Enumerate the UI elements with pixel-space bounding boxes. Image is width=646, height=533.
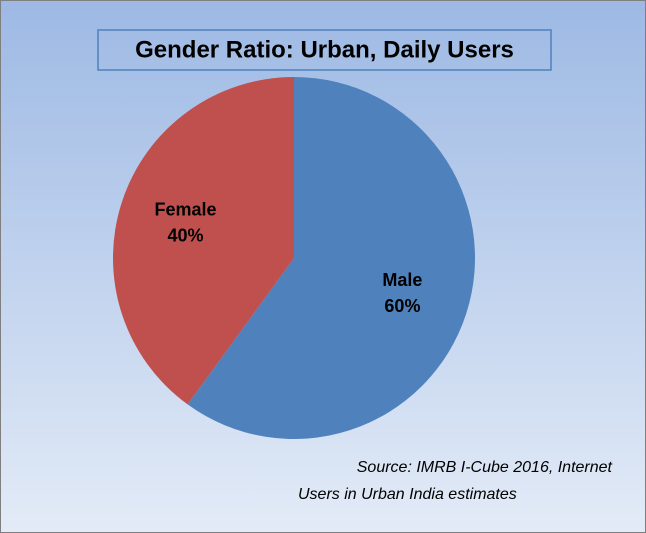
slice-label: Female [155, 200, 217, 220]
source-note: Users in Urban India estimates [298, 486, 517, 503]
title-box [97, 29, 552, 71]
pie-slice [187, 77, 475, 439]
value-label: 40% [168, 226, 204, 246]
pie-slice [112, 76, 294, 405]
chart-title: Gender Ratio: Urban, Daily Users [135, 36, 514, 63]
value-label: 60% [384, 296, 420, 316]
slice-label: Male [382, 270, 422, 290]
source-note: Source: IMRB I-Cube 2016, Internet [357, 459, 613, 476]
